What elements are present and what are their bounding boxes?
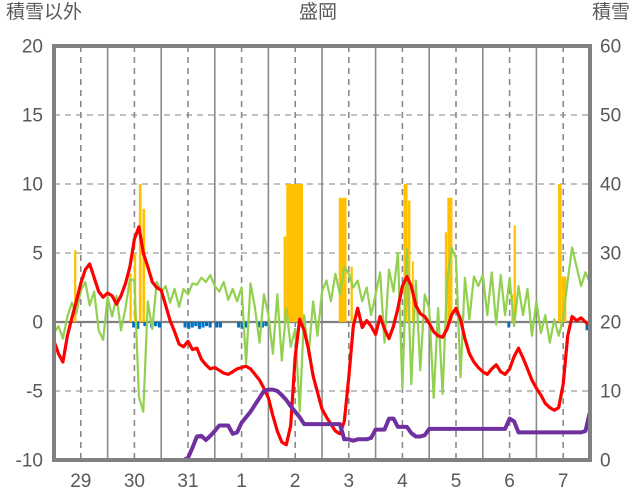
x-tick-label: 5 — [451, 471, 462, 492]
vertical-gridlines — [80, 46, 565, 460]
plot-frame — [52, 44, 592, 462]
green-series-line — [54, 246, 590, 413]
left-tick-label: 15 — [22, 106, 43, 127]
left-tick-label: -5 — [26, 382, 43, 403]
right-axis-title: 積雪 — [591, 2, 630, 23]
x-tick-label: 31 — [177, 471, 198, 492]
snow-depth-series-line — [54, 387, 590, 460]
blue-marks — [132, 322, 590, 331]
right-tick-label: 0 — [600, 451, 611, 472]
left-axis-title: 積雪以外 — [6, 2, 83, 23]
left-tick-label: 0 — [32, 313, 43, 334]
right-tick-label: 50 — [600, 106, 621, 127]
x-tick-label: 3 — [344, 471, 355, 492]
x-tick-label: 7 — [558, 471, 569, 492]
x-tick-label: 6 — [504, 471, 515, 492]
chart-title: 盛岡 — [298, 2, 337, 23]
right-tick-label: 20 — [600, 313, 621, 334]
right-tick-label: 10 — [600, 382, 621, 403]
left-tick-label: -10 — [16, 451, 43, 472]
x-tick-label: 2 — [290, 471, 301, 492]
red-series-line — [54, 225, 590, 447]
x-tick-label: 4 — [397, 471, 408, 492]
right-tick-label: 30 — [600, 244, 621, 265]
x-tick-label: 30 — [124, 471, 145, 492]
right-tick-label: 40 — [600, 175, 621, 196]
left-tick-label: 20 — [22, 37, 43, 58]
right-tick-label: 60 — [600, 37, 621, 58]
left-tick-label: 5 — [32, 244, 43, 265]
x-tick-label: 1 — [236, 471, 247, 492]
left-tick-label: 10 — [22, 175, 43, 196]
x-tick-label: 29 — [70, 471, 91, 492]
